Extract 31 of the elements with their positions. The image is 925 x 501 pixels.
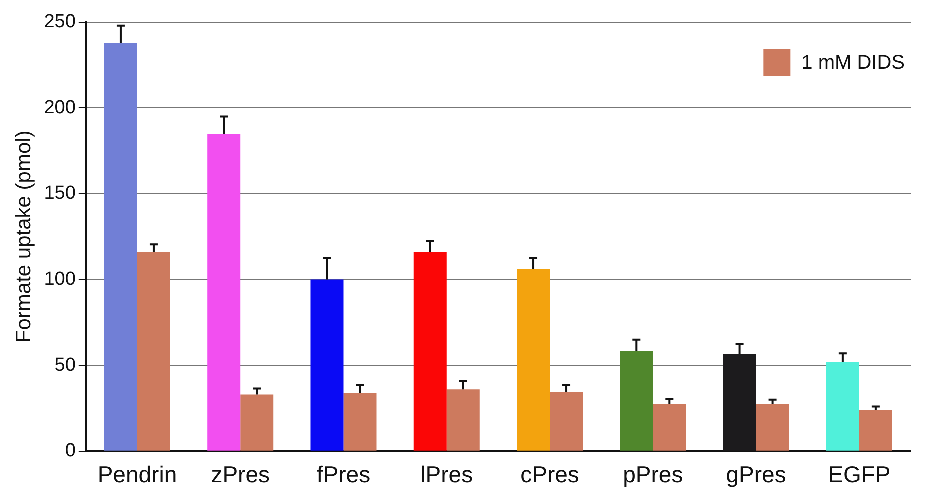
bar bbox=[240, 394, 274, 451]
x-tick-label: fPres bbox=[316, 462, 371, 488]
y-tick-label: 250 bbox=[44, 12, 76, 33]
x-tick-label: Pendrin bbox=[98, 462, 178, 488]
bar bbox=[446, 390, 480, 451]
bar bbox=[653, 404, 686, 451]
x-tick-label: gPres bbox=[726, 462, 786, 488]
bar bbox=[414, 252, 447, 451]
bar bbox=[344, 393, 377, 451]
bar bbox=[826, 362, 860, 451]
y-tick-label: 50 bbox=[54, 354, 76, 376]
bar bbox=[517, 270, 550, 451]
x-tick-label: cPres bbox=[520, 462, 580, 488]
x-tick-label: EGFP bbox=[828, 462, 891, 488]
legend-label: 1 mM DIDS bbox=[802, 52, 906, 74]
y-axis-title: Formate uptake (pmol) bbox=[12, 130, 36, 344]
y-tick-label: 200 bbox=[44, 97, 76, 118]
bar bbox=[310, 280, 344, 451]
bar bbox=[104, 42, 138, 451]
bar bbox=[859, 410, 892, 451]
bar bbox=[620, 351, 654, 451]
y-tick-label: 0 bbox=[65, 440, 76, 462]
bar bbox=[550, 392, 584, 451]
bar bbox=[208, 134, 241, 451]
x-tick-label: zPres bbox=[211, 462, 270, 488]
y-tick-label: 100 bbox=[44, 269, 76, 290]
y-tick-label: 150 bbox=[44, 183, 76, 204]
x-tick-label: lPres bbox=[420, 462, 474, 488]
x-tick-label: pPres bbox=[623, 462, 684, 488]
bar bbox=[137, 252, 170, 451]
bar bbox=[756, 404, 790, 451]
